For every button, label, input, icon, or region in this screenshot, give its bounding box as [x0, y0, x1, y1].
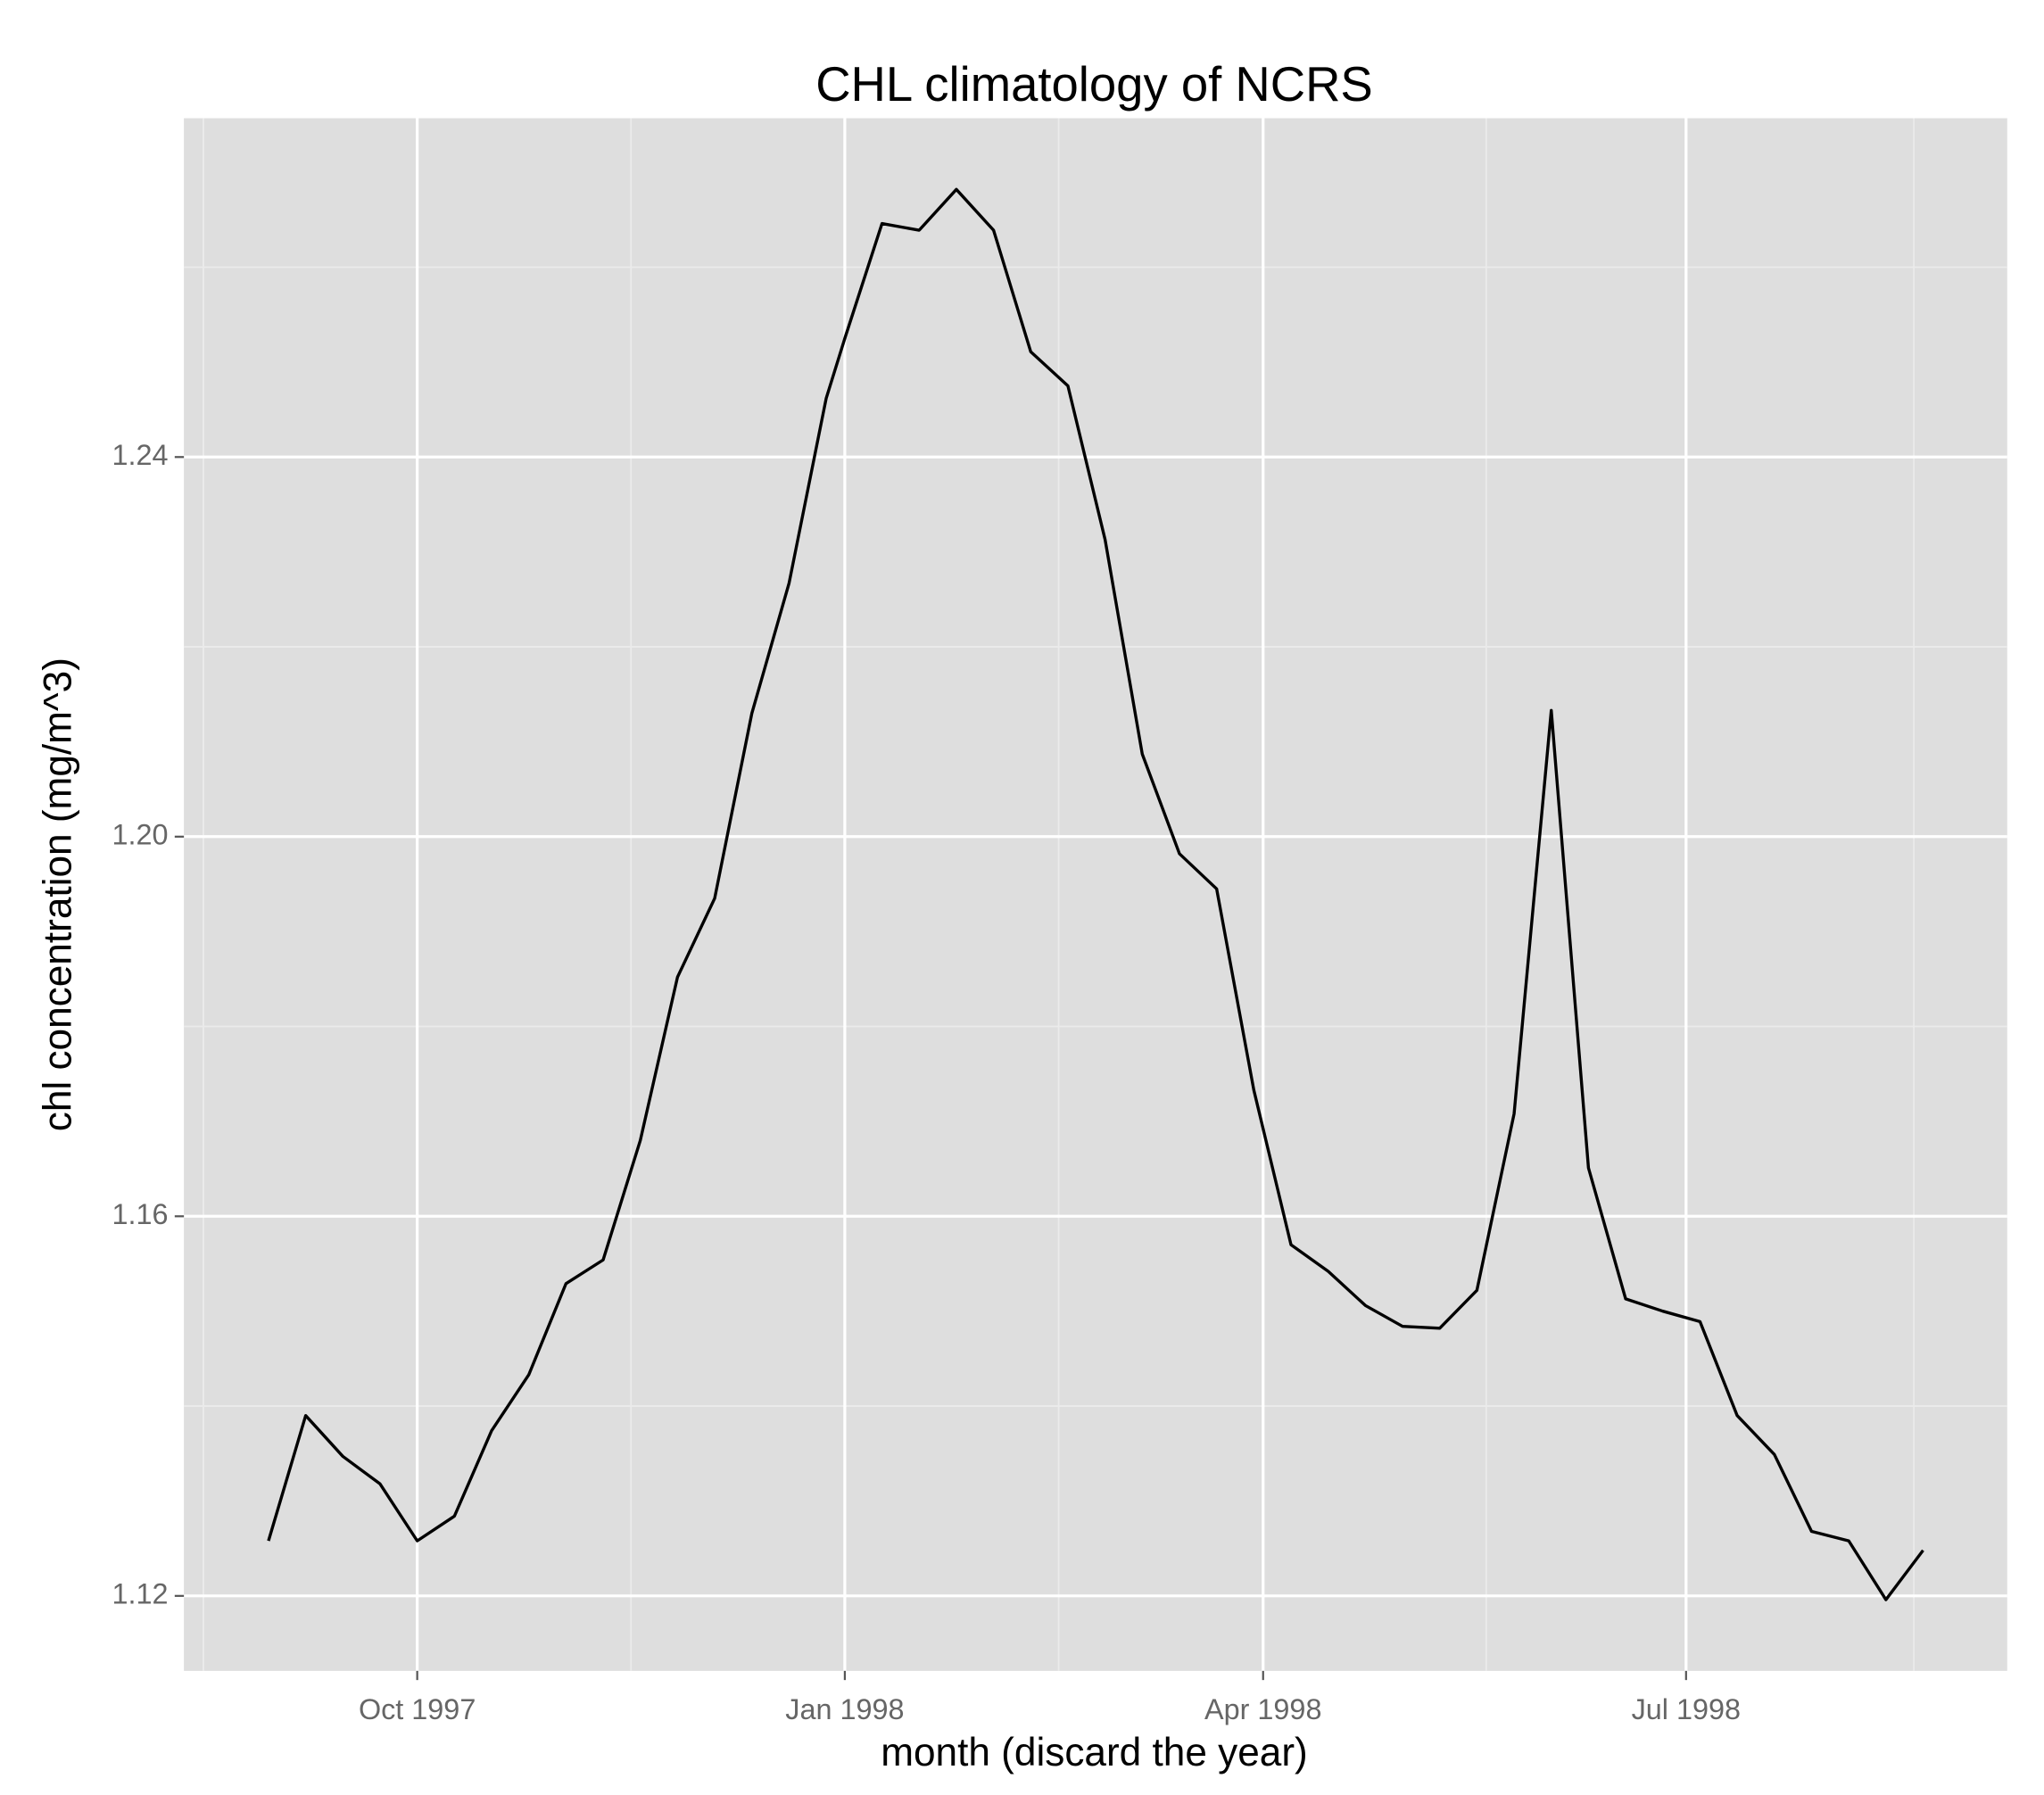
plot-panel	[184, 118, 2007, 1671]
x-tick-label: Jan 1998	[785, 1693, 904, 1725]
x-tick-label: Oct 1997	[359, 1693, 476, 1725]
x-tick-label: Apr 1998	[1204, 1693, 1321, 1725]
chart-title: CHL climatology of NCRS	[815, 57, 1373, 112]
y-axis-title: chl concentration (mg/m^3)	[36, 658, 79, 1131]
y-tick-label: 1.16	[112, 1198, 168, 1230]
y-tick-label: 1.24	[112, 439, 168, 471]
x-axis-title: month (discard the year)	[881, 1731, 1308, 1774]
y-tick-label: 1.20	[112, 818, 168, 850]
y-tick-label: 1.12	[112, 1577, 168, 1609]
data-line	[267, 187, 1924, 1601]
x-tick-label: Jul 1998	[1632, 1693, 1741, 1725]
